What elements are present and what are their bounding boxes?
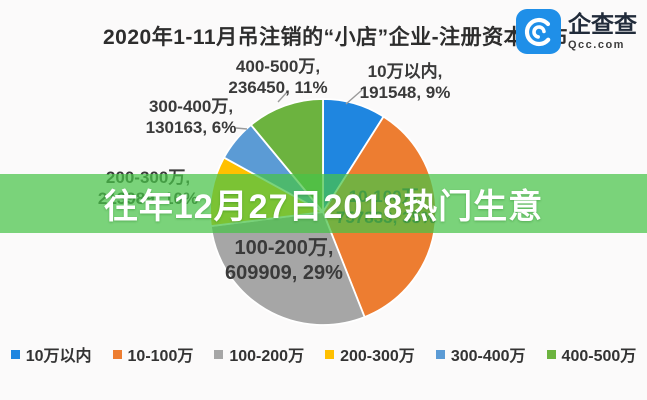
callout-10w-within: 10万以内, 191548, 9% [360,61,451,103]
legend-label: 400-500万 [561,348,637,365]
pie-slice-100-200万 [209,211,366,326]
callout-line: 130163, 6% [145,118,237,137]
legend-item-400-500万: 400-500万 [546,342,637,366]
legend-item-10-100万: 10-100万 [112,342,194,366]
legend-label: 300-400万 [450,348,526,365]
callout-line: 609909, 29% [225,262,343,284]
legend-label: 200-300万 [340,348,415,365]
overlay-banner: 往年12月27日2018热门生意 [0,174,647,233]
leader-line-10w [345,89,363,105]
callout-line: 300-400万, [148,97,234,116]
legend-swatch-icon [435,349,445,359]
legend-swatch-icon [10,349,20,359]
legend-label: 10万以内 [25,348,92,365]
callout-line: 100-200万, [234,237,334,259]
legend-swatch-icon [214,349,224,359]
swirl-at-icon [524,17,553,46]
qcc-logo-name: 企查查 [568,10,637,37]
legend-label: 100-200万 [229,348,305,365]
legend-swatch-icon [546,349,556,359]
leader-line-300-400 [235,127,248,130]
callout-line: 10万以内, [367,62,443,81]
legend-item-200-300万: 200-300万 [325,342,415,366]
callout-100-200: 100-200万, 609909, 29% [225,236,343,286]
legend-item-100-200万: 100-200万 [214,342,304,366]
callout-300-400: 300-400万, 130163, 6% [146,96,237,138]
callout-line: 191548, 9% [359,83,451,102]
qcc-logo: 企查查 Qcc.com [516,9,637,54]
overlay-banner-text: 往年12月27日2018热门生意 [103,188,544,226]
callout-line: 400-500万, [235,57,321,76]
leader-line-400-500 [277,90,289,103]
qcc-logo-domain: Qcc.com [568,38,625,51]
legend-swatch-icon [112,349,122,359]
chart-title: 2020年1-11月吊注销的“小店”企业-注册资本分布 [103,26,569,49]
legend-label: 10-100万 [127,348,194,365]
callout-400-500: 400-500万, 236450, 11% [228,56,327,98]
chart-legend: 10万以内 10-100万 100-200万 200-300万 300-400万 400-… [0,342,647,366]
legend-swatch-icon [325,349,335,359]
leader-lines [235,89,363,130]
callout-line: 236450, 11% [228,78,328,97]
legend-item-300-400万: 300-400万 [435,342,526,366]
qcc-logo-icon [516,9,561,54]
legend-item-10万以内: 10万以内 [10,342,92,366]
